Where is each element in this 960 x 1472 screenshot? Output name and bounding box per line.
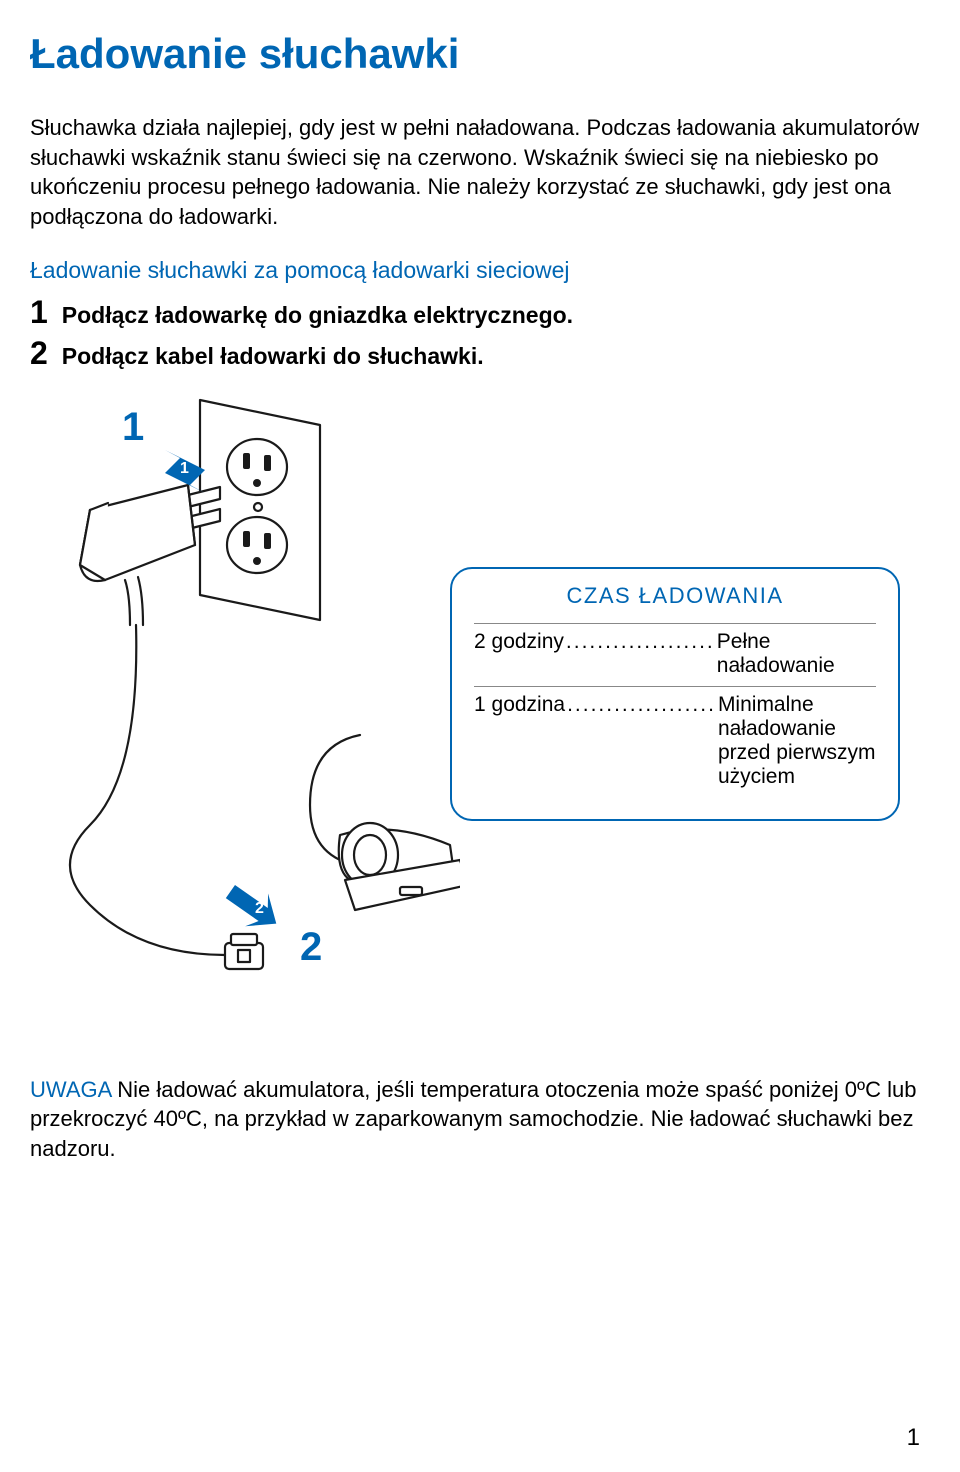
intro-paragraph: Słuchawka działa najlepiej, gdy jest w p… [30, 113, 920, 232]
step-1-text: Podłącz ładowarkę do gniazdka elektryczn… [62, 302, 573, 329]
step-1-number: 1 [30, 296, 48, 328]
page-title: Ładowanie słuchawki [30, 30, 920, 78]
charging-time-row-1: 2 godziny ................... Pełne nała… [474, 623, 876, 686]
row-1-description: Pełne naładowanie [717, 630, 876, 678]
caution-text: Nie ładować akumulatora, jeśli temperatu… [30, 1077, 916, 1161]
row-2-description: Minimalne naładowanie przed pierwszym uż… [718, 693, 876, 789]
charging-time-title: CZAS ŁADOWANIA [474, 583, 876, 609]
row-1-duration: 2 godziny [474, 630, 564, 678]
svg-text:2: 2 [255, 900, 264, 917]
step-1: 1 Podłącz ładowarkę do gniazdka elektryc… [30, 296, 920, 329]
diagram-area: 1 [30, 395, 920, 1035]
row-2-dots: ................... [565, 693, 718, 789]
caution-label: UWAGA [30, 1077, 111, 1102]
step-2-number: 2 [30, 337, 48, 369]
row-2-duration: 1 godzina [474, 693, 565, 789]
diagram-callout-2: 2 [300, 925, 322, 970]
charging-time-row-2: 1 godzina ................... Minimalne … [474, 686, 876, 797]
page-number: 1 [907, 1424, 920, 1452]
step-2: 2 Podłącz kabel ładowarki do słuchawki. [30, 337, 920, 370]
charging-diagram-icon: 1 2 [30, 395, 460, 1015]
charging-time-box: CZAS ŁADOWANIA 2 godziny ...............… [450, 567, 900, 821]
step-2-text: Podłącz kabel ładowarki do słuchawki. [62, 343, 484, 370]
row-1-dots: ................... [564, 630, 717, 678]
svg-text:1: 1 [180, 460, 189, 477]
caution-note: UWAGA Nie ładować akumulatora, jeśli tem… [30, 1075, 920, 1164]
section-subhead: Ładowanie słuchawki za pomocą ładowarki … [30, 257, 920, 284]
